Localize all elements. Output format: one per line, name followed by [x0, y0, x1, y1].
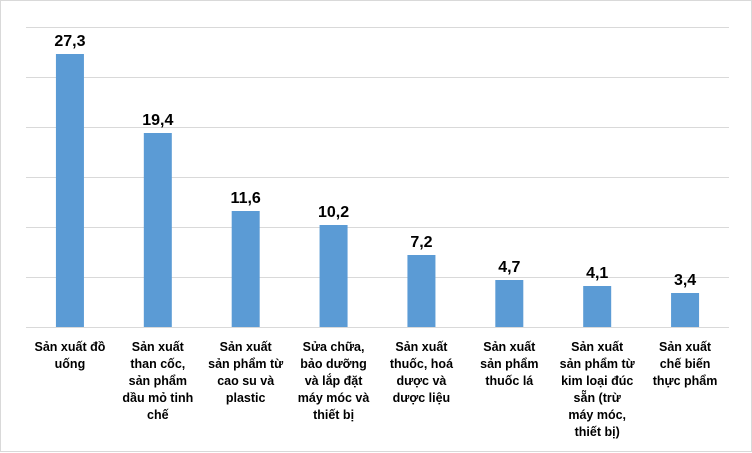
bar	[143, 133, 172, 327]
category-label-line: Sản xuất	[132, 340, 185, 354]
category-label-line: bảo dưỡng	[300, 357, 367, 371]
data-label: 19,4	[142, 112, 173, 129]
bar	[583, 286, 612, 327]
category-label-line: Sửa chữa,	[303, 340, 365, 354]
category-label: Sản xuất chế biến thực phẩm	[653, 340, 718, 388]
category-label-line: thực phẩm	[653, 374, 718, 388]
bar	[319, 225, 348, 327]
category-label: Sản xuất đồ uống	[35, 340, 106, 371]
category-label-line: Sản xuất	[395, 340, 448, 354]
category-label-line: chế biến	[660, 357, 711, 371]
category-label: Sản xuất sản phẩm từ kim loại đúc sẵn (trừ m…	[560, 340, 636, 439]
category-label-line: sản phẩm	[480, 357, 538, 371]
category-label-line: uống	[55, 357, 86, 371]
category-label-line: kim loại đúc	[561, 374, 633, 388]
data-label: 7,2	[410, 234, 432, 251]
category-label-line: thuốc lá	[485, 374, 533, 388]
category-label: Sản xuất sản phẩm thuốc lá	[480, 340, 538, 388]
bars	[55, 54, 700, 327]
bar	[671, 293, 700, 327]
category-label-line: dược liệu	[393, 391, 451, 405]
gridlines	[26, 27, 729, 328]
category-label-line: sản phẩm	[129, 374, 187, 388]
data-label: 3,4	[674, 272, 696, 289]
category-label-line: dược và	[396, 374, 446, 388]
category-label-line: và lắp đặt	[305, 373, 363, 388]
category-label-line: than cốc,	[130, 357, 185, 371]
category-label-line: thiết bị)	[575, 425, 620, 439]
category-label-line: plastic	[226, 391, 266, 405]
category-label-line: Sản xuất	[483, 340, 536, 354]
category-label-line: thuốc, hoá	[390, 357, 453, 371]
data-label: 27,3	[54, 33, 85, 50]
category-label-line: Sản xuất	[659, 340, 712, 354]
category-label-line: Sản xuất đồ	[35, 340, 106, 354]
data-label: 4,7	[498, 259, 520, 276]
category-label-line: thiết bị	[313, 408, 354, 422]
category-label-line: chế	[147, 408, 169, 422]
category-label-line: Sản xuất	[571, 340, 624, 354]
category-label: Sản xuất sản phẩm từ cao su và plastic	[208, 340, 284, 405]
category-label: Sản xuất thuốc, hoá dược và dược liệu	[390, 340, 453, 405]
category-label: Sản xuất than cốc, sản phẩm dầu mỏ tinh chế	[122, 340, 193, 422]
category-label-line: máy móc,	[568, 408, 626, 422]
category-label-line: sản phẩm từ	[560, 357, 636, 371]
data-label: 4,1	[586, 265, 608, 282]
category-label: Sửa chữa, bảo dưỡng và lắp đặt máy móc và th…	[298, 340, 370, 422]
bar	[407, 255, 436, 327]
category-label-line: sản phẩm từ	[208, 357, 284, 371]
value-labels: 27,3 19,4 11,6 10,2 7,2 4,7 4,1 3,4	[54, 33, 696, 289]
data-label: 11,6	[231, 190, 261, 207]
category-labels: Sản xuất đồ uống Sản xuất than cốc, sản phẩm…	[35, 340, 718, 439]
bar	[55, 54, 84, 327]
category-label-line: cao su và	[217, 374, 274, 388]
category-label-line: Sản xuất	[220, 340, 273, 354]
category-label-line: dầu mỏ tinh	[122, 391, 193, 405]
category-label-line: máy móc và	[298, 391, 370, 405]
data-label: 10,2	[318, 204, 349, 221]
bar	[231, 211, 260, 327]
bar	[495, 280, 524, 327]
category-label-line: sẵn (trừ	[574, 390, 622, 405]
